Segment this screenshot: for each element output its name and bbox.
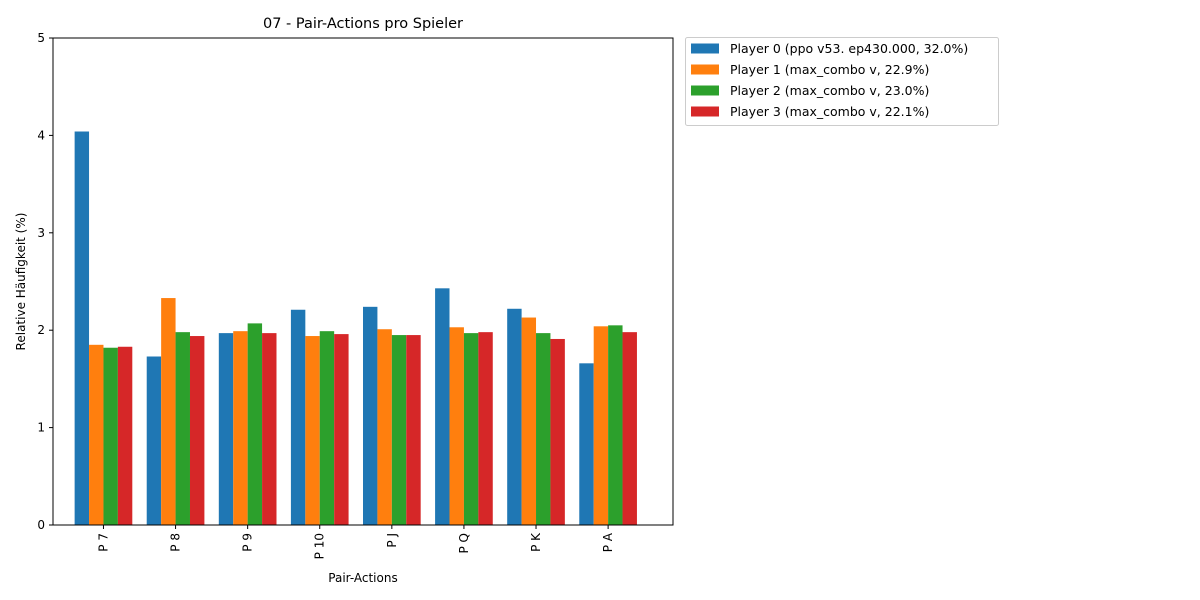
bar-p-8-series-2	[175, 332, 190, 525]
bar-p-q-series-1	[449, 327, 464, 525]
bar-p-a-series-1	[593, 326, 609, 525]
x-tick-label: P A	[601, 532, 615, 552]
bar-p-7-series-1	[89, 344, 104, 525]
bar-p-a-series-2	[608, 325, 623, 525]
legend: Player 0 (ppo v53. ep430.000, 32.0%) Play…	[685, 37, 999, 126]
y-tick-label: 3	[37, 226, 45, 240]
x-axis-label: Pair-Actions	[328, 571, 397, 585]
bar-p-9-series-2	[247, 323, 263, 525]
bar-p-q-series-2	[463, 333, 479, 525]
legend-swatch	[691, 43, 719, 54]
bar-p-a-series-3	[622, 332, 637, 525]
legend-frame	[685, 37, 999, 126]
bar-p-7-series-3	[117, 346, 133, 525]
y-tick-label: 5	[37, 31, 45, 45]
bar-p-k-series-2	[536, 333, 551, 525]
x-axis-ticks: P 7 P 8 P 9 P 10 P J P Q P K P A	[96, 525, 615, 559]
x-tick-label: P 10	[313, 533, 327, 559]
legend-swatch	[691, 64, 719, 75]
y-tick-label: 2	[37, 323, 45, 337]
bar-p-9-series-1	[233, 331, 248, 525]
y-axis-label: Relative Häufigkeit (%)	[14, 213, 28, 351]
bar-p-10-series-1	[305, 336, 320, 525]
legend-label: Player 0 (ppo v53. ep430.000, 32.0%)	[730, 41, 968, 56]
legend-swatch	[691, 106, 719, 117]
bar-p-j-series-3	[406, 335, 421, 525]
bar-p-q-series-3	[478, 332, 493, 525]
y-tick-label: 4	[37, 128, 45, 142]
bar-p-k-series-3	[550, 338, 565, 525]
bar-p-8-series-3	[189, 336, 205, 525]
bar-p-k-series-0	[507, 308, 522, 525]
legend-swatch	[691, 85, 719, 96]
x-tick-label: P 8	[169, 533, 183, 552]
bar-p-10-series-0	[290, 309, 306, 525]
bar-p-q-series-0	[435, 288, 450, 525]
x-tick-label: P K	[529, 532, 543, 552]
bar-p-10-series-2	[319, 331, 335, 525]
bar-p-7-series-2	[103, 347, 118, 525]
bar-p-8-series-1	[161, 298, 176, 525]
x-tick-label: P Q	[457, 533, 471, 554]
bar-p-7-series-0	[74, 131, 90, 525]
bar-p-a-series-0	[579, 363, 594, 525]
y-tick-label: 1	[37, 421, 45, 435]
legend-label: Player 2 (max_combo v, 23.0%)	[730, 83, 929, 98]
x-tick-label: P 9	[241, 533, 255, 552]
legend-label: Player 3 (max_combo v, 22.1%)	[730, 104, 929, 119]
bar-p-j-series-2	[391, 335, 407, 525]
bar-p-10-series-3	[334, 334, 349, 525]
x-tick-label: P 7	[96, 533, 110, 552]
bars-group	[74, 131, 637, 525]
x-tick-label: P J	[385, 533, 399, 548]
legend-label: Player 1 (max_combo v, 22.9%)	[730, 62, 929, 77]
bar-p-j-series-0	[363, 306, 378, 525]
chart-title: 07 - Pair-Actions pro Spieler	[263, 16, 463, 32]
bar-p-9-series-3	[262, 333, 277, 525]
bar-p-k-series-1	[521, 317, 537, 525]
y-tick-label: 0	[37, 518, 45, 532]
bar-p-9-series-0	[218, 333, 234, 525]
bar-p-8-series-0	[146, 356, 162, 525]
y-axis-ticks: 0 1 2 3 4 5	[37, 31, 53, 532]
plot-area-frame	[52, 37, 674, 526]
bar-p-j-series-1	[377, 329, 392, 525]
